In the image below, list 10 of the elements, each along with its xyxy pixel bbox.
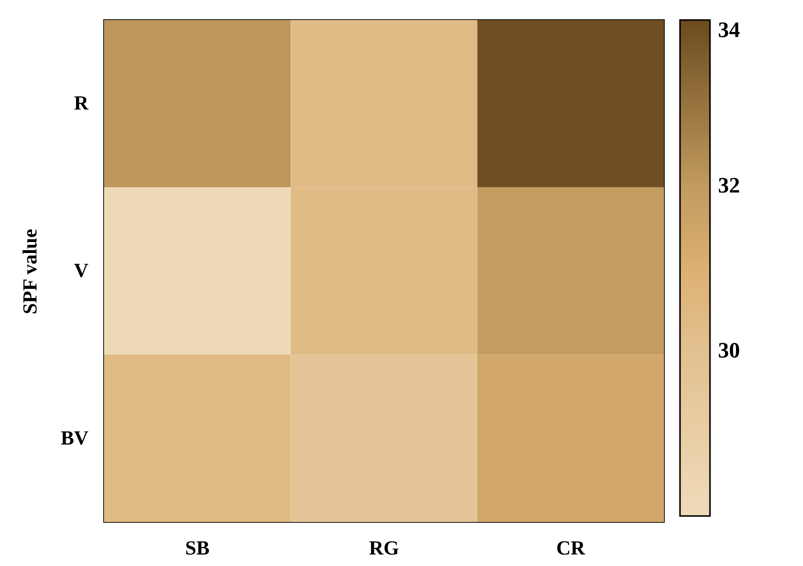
color-bar-label: 30 [718, 338, 740, 363]
x-tick-label: CR [556, 538, 586, 560]
color-bar-label: 32 [718, 172, 740, 198]
y-tick-label: V [74, 260, 90, 282]
x-tick-label: RG [369, 538, 400, 560]
y-tick-label: BV [60, 427, 90, 450]
y-axis-title: SPF value [20, 228, 42, 314]
color-bar-label: 34 [718, 17, 740, 42]
x-tick-label: SB [185, 538, 210, 560]
y-tick-label: R [74, 92, 90, 115]
